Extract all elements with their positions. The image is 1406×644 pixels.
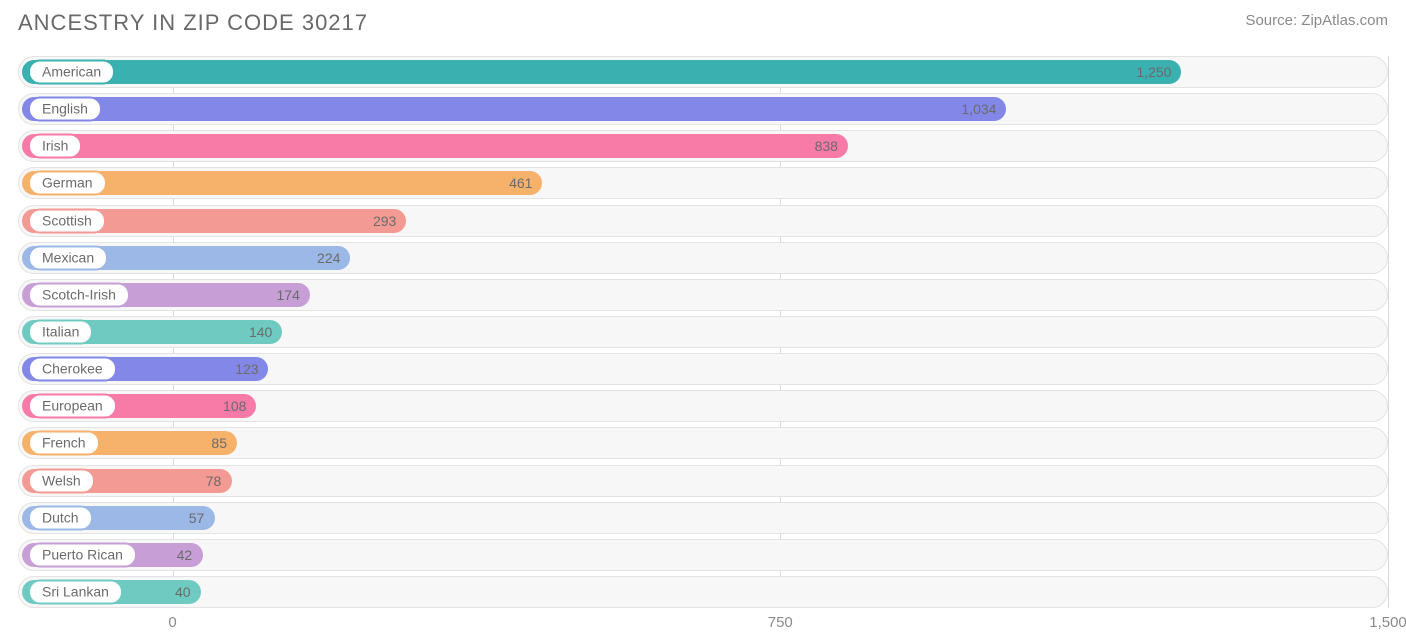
category-pill: French: [28, 431, 100, 456]
x-tick-label: 750: [768, 614, 793, 631]
value-label: 461: [509, 175, 532, 191]
bar: [22, 60, 1181, 84]
category-pill: Italian: [28, 319, 93, 344]
gridline: [1388, 56, 1389, 608]
category-pill: Scotch-Irish: [28, 282, 130, 307]
bar: [22, 134, 848, 158]
bar: [22, 97, 1006, 121]
bar-row: German 461: [18, 167, 1388, 199]
category-pill: Puerto Rican: [28, 542, 137, 567]
plot-area: American 1,250 English 1,034 Irish 838 German 4…: [18, 56, 1388, 608]
bar-row: Scottish 293: [18, 205, 1388, 237]
value-label: 140: [249, 324, 272, 340]
bar-row: Cherokee 123: [18, 353, 1388, 385]
bar-row: Dutch 57: [18, 502, 1388, 534]
x-axis: 07501,500: [18, 614, 1388, 636]
bar-track: [18, 539, 1388, 571]
bar-row: Sri Lankan 40: [18, 576, 1388, 608]
value-label: 78: [206, 473, 222, 489]
value-label: 85: [211, 435, 227, 451]
x-tick-label: 0: [168, 614, 176, 631]
value-label: 293: [373, 213, 396, 229]
bar-rows: American 1,250 English 1,034 Irish 838 German 4…: [18, 56, 1388, 608]
value-label: 42: [177, 547, 193, 563]
category-pill: English: [28, 97, 102, 122]
bar-row: European 108: [18, 390, 1388, 422]
ancestry-bar-chart: ANCESTRY IN ZIP CODE 30217 Source: ZipAt…: [0, 0, 1406, 644]
bar-row: American 1,250: [18, 56, 1388, 88]
category-pill: Scottish: [28, 208, 106, 233]
category-pill: Welsh: [28, 468, 95, 493]
bar-row: Welsh 78: [18, 465, 1388, 497]
value-label: 108: [223, 398, 246, 414]
value-label: 123: [235, 361, 258, 377]
bar-row: French 85: [18, 427, 1388, 459]
value-label: 57: [189, 510, 205, 526]
category-pill: American: [28, 60, 115, 85]
chart-source: Source: ZipAtlas.com: [1245, 12, 1388, 29]
value-label: 1,250: [1136, 64, 1171, 80]
category-pill: Irish: [28, 134, 82, 159]
value-label: 838: [815, 138, 838, 154]
value-label: 1,034: [961, 101, 996, 117]
bar-row: Irish 838: [18, 130, 1388, 162]
category-pill: Cherokee: [28, 357, 117, 382]
value-label: 224: [317, 250, 340, 266]
category-pill: Sri Lankan: [28, 579, 123, 604]
bar-row: Puerto Rican 42: [18, 539, 1388, 571]
chart-title: ANCESTRY IN ZIP CODE 30217: [18, 10, 368, 36]
bar-track: [18, 502, 1388, 534]
category-pill: Mexican: [28, 245, 108, 270]
value-label: 40: [175, 584, 191, 600]
category-pill: European: [28, 394, 117, 419]
bar-track: [18, 576, 1388, 608]
value-label: 174: [277, 287, 300, 303]
bar-row: English 1,034: [18, 93, 1388, 125]
x-tick-label: 1,500: [1369, 614, 1406, 631]
category-pill: Dutch: [28, 505, 93, 530]
category-pill: German: [28, 171, 107, 196]
bar-row: Mexican 224: [18, 242, 1388, 274]
bar-row: Scotch-Irish 174: [18, 279, 1388, 311]
bar-row: Italian 140: [18, 316, 1388, 348]
